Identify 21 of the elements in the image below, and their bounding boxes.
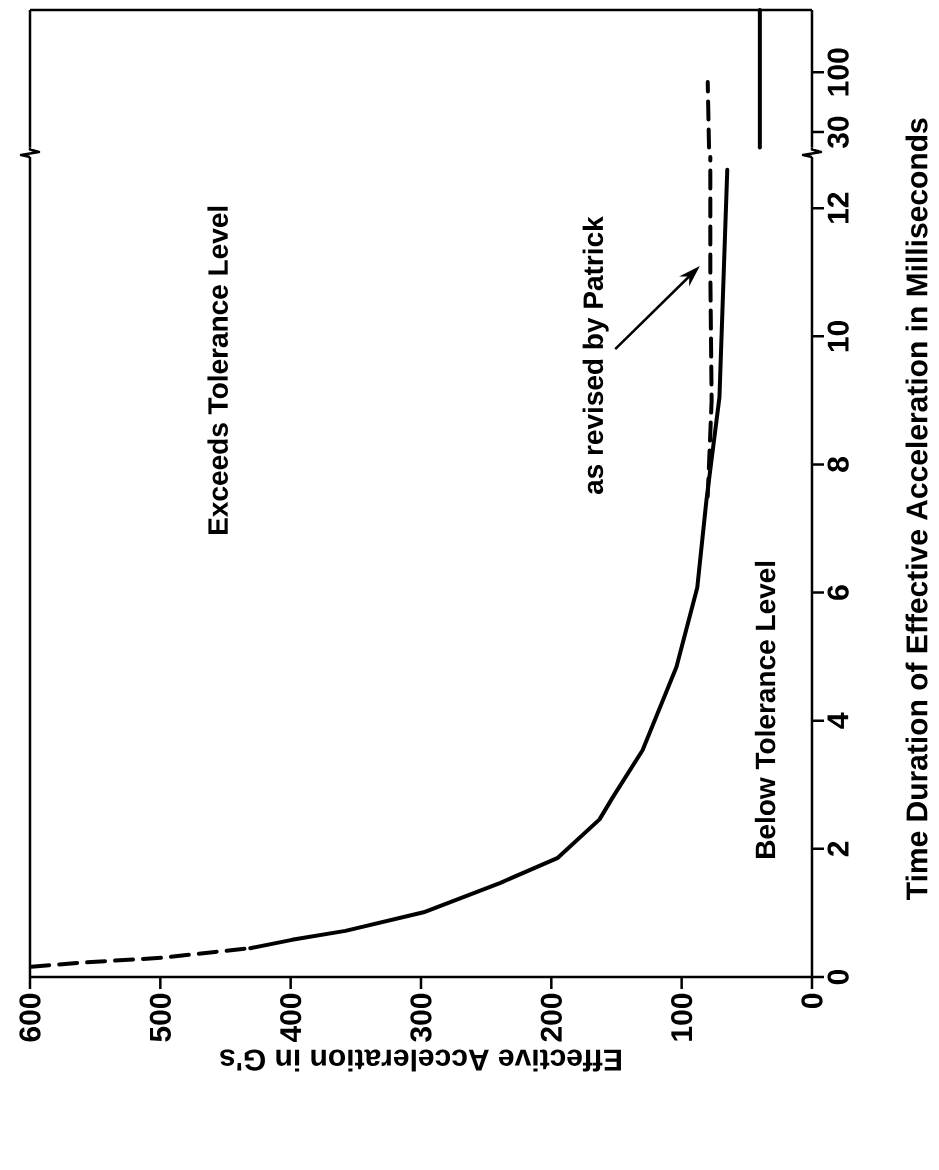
x-tick-label: 400 xyxy=(280,993,302,1043)
x-tick-label: 0 xyxy=(801,993,823,1009)
y-tick-label: 30 xyxy=(827,116,849,149)
y-tick-label: 100 xyxy=(827,48,849,96)
y-tick-label: 4 xyxy=(827,712,849,729)
x-tick-label: 300 xyxy=(410,993,432,1042)
y-tick-label: 6 xyxy=(827,585,849,600)
y-axis-title: Time Duration of Effective Acceleration in Milliseconds xyxy=(905,118,928,900)
annotation: Exceeds Tolerance Level xyxy=(207,206,228,534)
annotation: Below Tolerance Level xyxy=(754,561,776,858)
y-tick-label: 8 xyxy=(827,457,849,472)
x-tick-label: 200 xyxy=(540,993,562,1042)
y-tick-label: 12 xyxy=(827,192,849,224)
y-tick-label: 10 xyxy=(827,320,849,352)
x-tick-label: 100 xyxy=(671,993,693,1041)
x-axis-title: Effective Acceleration in G's xyxy=(220,1049,621,1072)
x-tick-label: 600 xyxy=(19,993,41,1042)
x-tick-label: 500 xyxy=(149,993,171,1042)
annotation: as revised by Patrick xyxy=(582,216,609,495)
y-tick-label: 2 xyxy=(827,841,849,857)
y-tick-label: 0 xyxy=(827,969,849,985)
